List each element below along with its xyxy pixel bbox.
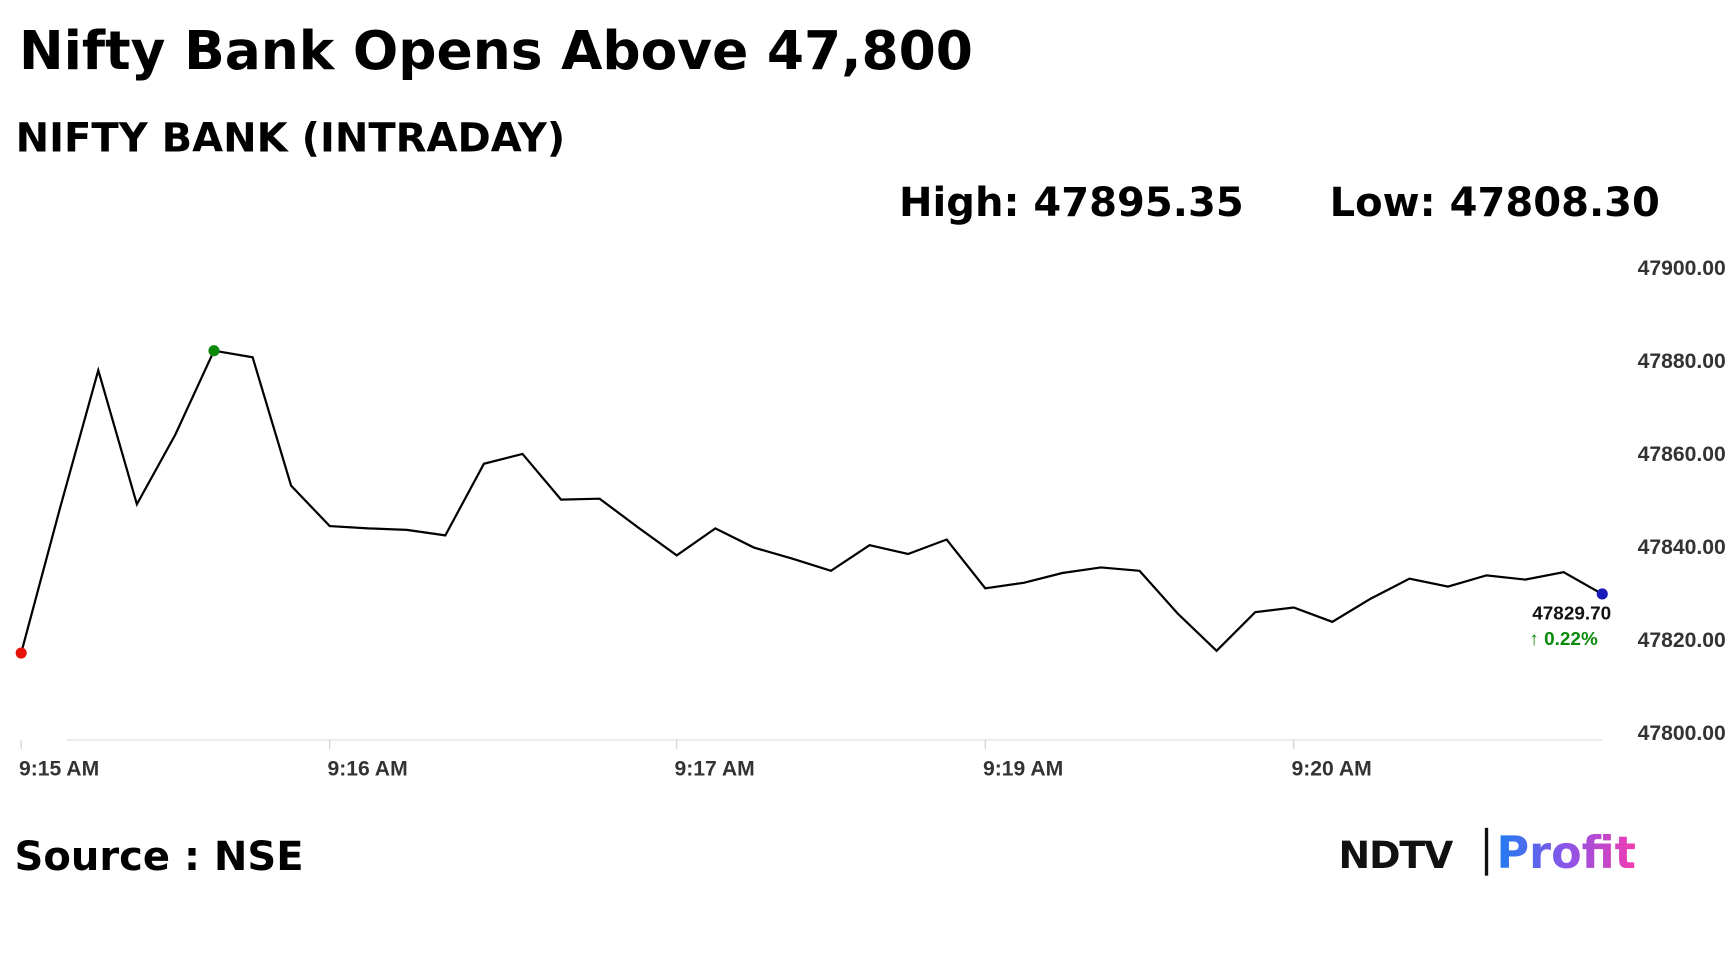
line-series — [20, 349, 1603, 654]
y-tick-label: 47880.00 — [1638, 350, 1726, 373]
y-tick-label: 47860.00 — [1638, 443, 1726, 466]
marker-first — [15, 647, 27, 659]
low-label: Low: 47808.30 — [1330, 180, 1660, 226]
chart-title: Nifty Bank Opens Above 47,800 — [19, 19, 973, 82]
chart-subtitle: NIFTY BANK (INTRADAY) — [16, 115, 566, 161]
y-tick-label: 47820.00 — [1638, 629, 1726, 652]
y-tick-label: 47900.00 — [1638, 257, 1726, 280]
x-tick-label: 9:20 AM — [1292, 758, 1372, 781]
y-tick-label: 47800.00 — [1638, 722, 1726, 745]
last-value-label: 47829.70 — [1532, 604, 1611, 625]
marker-max — [208, 345, 220, 357]
x-tick-label: 9:15 AM — [19, 758, 99, 781]
logo-ndtv: NDTV — [1339, 833, 1454, 877]
y-tick-label: 47840.00 — [1638, 536, 1726, 559]
x-tick-label: 9:17 AM — [675, 758, 755, 781]
source: Source : NSE — [15, 834, 304, 880]
high-label: High: 47895.35 — [899, 180, 1244, 226]
x-tick-label: 9:16 AM — [327, 758, 407, 781]
change-label: ↑ 0.22% — [1529, 629, 1598, 650]
marker-last — [1596, 588, 1608, 600]
x-tick-label: 9:19 AM — [983, 758, 1063, 781]
logo-profit: Profit — [1497, 828, 1636, 879]
